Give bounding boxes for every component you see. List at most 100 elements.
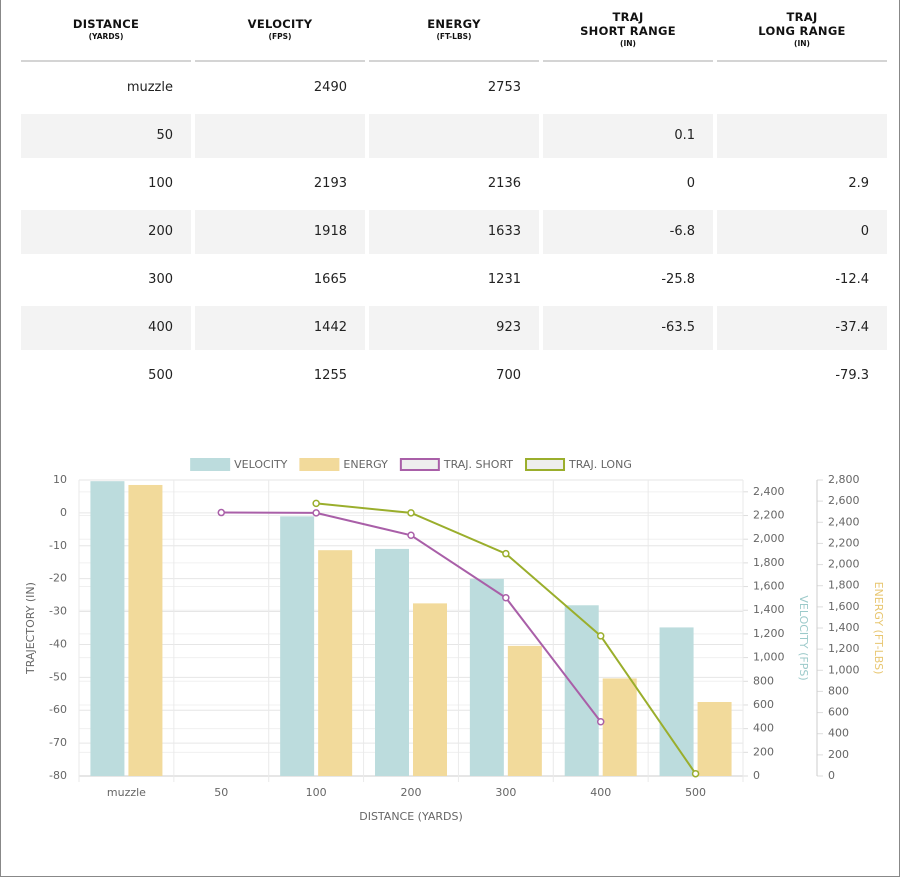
header-title: SHORT RANGE	[580, 24, 676, 38]
x-tick-label: 500	[685, 786, 706, 799]
y2-tick-label: 1,000	[753, 651, 785, 664]
table-cell: 1231	[487, 272, 521, 287]
table-cell	[543, 66, 713, 110]
y3-tick-label: 1,400	[828, 621, 860, 634]
table-cell	[717, 66, 887, 110]
table-cell: 0.1	[543, 114, 713, 158]
table-cell: -12.4	[835, 272, 869, 287]
legend: VELOCITY ENERGY TRAJ. SHORT TRAJ. LONG	[190, 458, 632, 471]
header-title: TRAJ	[612, 10, 644, 24]
table-cell: 100	[148, 176, 173, 191]
point	[502, 549, 510, 558]
bar	[602, 678, 637, 776]
legend-item: TRAJ. LONG	[525, 458, 632, 471]
table-cell: 0	[686, 176, 695, 191]
bar	[469, 578, 504, 776]
legend-label: VELOCITY	[234, 458, 288, 471]
y3-tick-label: 0	[828, 769, 835, 782]
bar	[507, 645, 542, 776]
table-cell: -37.4	[717, 306, 887, 350]
y-tick-label: 0	[60, 506, 67, 519]
y2-tick-label: 2,400	[753, 485, 785, 498]
table-cell: 1633	[369, 210, 539, 254]
header-unit: (FT-LBS)	[436, 32, 472, 41]
y-tick-label: -20	[49, 572, 67, 585]
header-title: DISTANCE	[72, 17, 140, 31]
y3-tick-label: 200	[828, 748, 849, 761]
legend-item: ENERGY	[299, 458, 388, 471]
table-cell: 923	[369, 306, 539, 350]
table-cell: -6.8	[543, 210, 713, 254]
y3-tick-label: 1,000	[828, 663, 860, 676]
bar	[318, 550, 353, 776]
bar	[697, 702, 732, 776]
header-unit: (FPS)	[268, 32, 292, 41]
y2-tick-label: 1,600	[753, 580, 785, 593]
y3-tick-label: 600	[828, 706, 849, 719]
table-cell: 2490	[313, 80, 347, 95]
table-cell: 200	[21, 210, 191, 254]
y2-tick-label: 1,200	[753, 627, 785, 640]
y3-tick-label: 800	[828, 684, 849, 697]
bar	[564, 605, 599, 776]
y-tick-label: -80	[49, 769, 67, 782]
table-cell: 2136	[487, 176, 521, 191]
legend-label: ENERGY	[343, 458, 388, 471]
line	[221, 511, 602, 723]
y3-tick-label: 2,400	[828, 515, 860, 528]
table-cell: -63.5	[543, 306, 713, 350]
header-title: LONG RANGE	[758, 24, 846, 38]
header-unit: (IN)	[794, 39, 810, 48]
y3-tick-label: 2,000	[828, 558, 860, 571]
y-tick-label: -10	[49, 539, 67, 552]
bar	[413, 603, 447, 776]
point	[596, 717, 605, 726]
x-axis-title: DISTANCE (YARDS)	[359, 810, 463, 823]
table-cell: 50	[21, 114, 191, 158]
y2-tick-label: 800	[753, 674, 774, 687]
legend-swatch	[399, 458, 440, 471]
point	[502, 593, 510, 602]
y-tick-label: -40	[49, 637, 67, 650]
header-title: ENERGY	[427, 17, 481, 31]
bar	[280, 516, 315, 776]
legend-swatch	[299, 458, 340, 471]
header-unit: (YARDS)	[88, 32, 124, 41]
y2-tick-label: 2,000	[753, 532, 785, 545]
y3-tick-label: 2,600	[828, 494, 860, 507]
y2-tick-label: 200	[753, 745, 774, 758]
table-cell	[543, 354, 713, 398]
bar	[659, 627, 694, 776]
y2-tick-label: 1,800	[753, 556, 785, 569]
x-tick-label: 300	[495, 786, 516, 799]
x-tick-label: 50	[214, 786, 228, 799]
point	[407, 509, 415, 517]
y3-tick-label: 400	[828, 727, 849, 740]
y3-axis-title: ENERGY (FT-LBS)	[872, 582, 885, 675]
point	[217, 508, 226, 517]
y2-tick-label: 2,200	[753, 509, 785, 522]
y2-tick-label: 0	[753, 769, 760, 782]
y3-tick-label: 2,800	[828, 473, 860, 486]
table-cell: 700	[496, 368, 521, 383]
table-cell: 1918	[195, 210, 365, 254]
header-title: VELOCITY	[247, 17, 313, 31]
y-axis-title: TRAJECTORY (IN)	[24, 582, 37, 675]
header-unit: (IN)	[620, 39, 636, 48]
table-cell: -79.3	[835, 368, 869, 383]
column-header: ENERGY (FT-LBS)	[369, 0, 539, 62]
table-cell: 1665	[313, 272, 347, 287]
table-cell	[195, 114, 365, 158]
bar	[375, 548, 409, 776]
table-cell: 0	[717, 210, 887, 254]
bar	[128, 484, 163, 776]
legend-swatch	[190, 458, 231, 471]
bar	[90, 481, 125, 776]
x-tick-label: 200	[401, 786, 422, 799]
table-cell	[717, 114, 887, 158]
point	[312, 509, 320, 517]
x-tick-label: 400	[590, 786, 611, 799]
table-cell: 300	[148, 272, 173, 287]
